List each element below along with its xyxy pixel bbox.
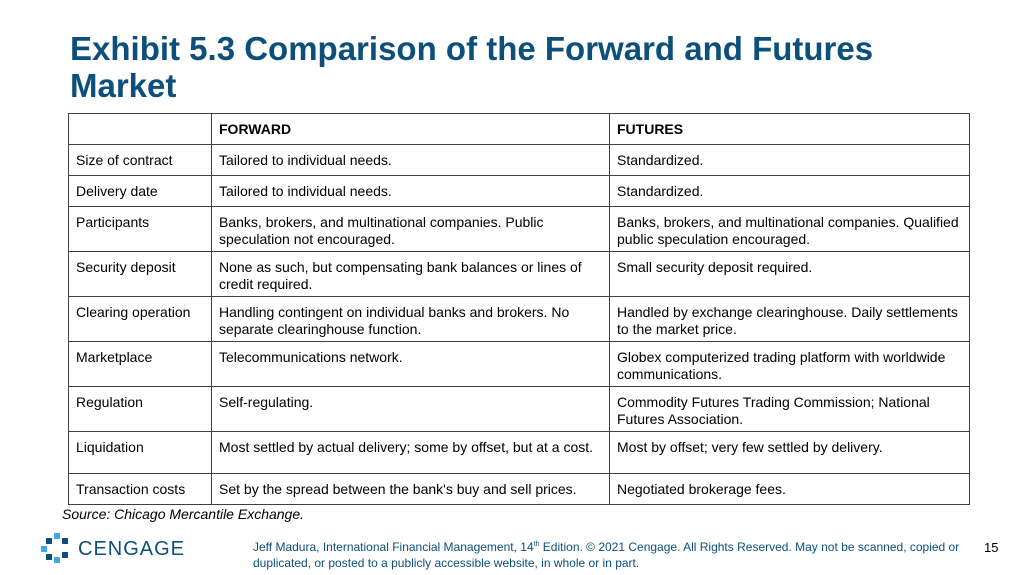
futures-cell: Small security deposit required.	[609, 251, 970, 297]
row-label: Clearing operation	[68, 296, 212, 342]
cengage-logo-icon	[41, 533, 68, 563]
row-label: Marketplace	[68, 341, 212, 387]
futures-cell: Handled by exchange clearinghouse. Daily…	[609, 296, 970, 342]
table-row: Marketplace Telecommunications network. …	[68, 341, 970, 387]
row-label: Liquidation	[68, 431, 212, 474]
forward-cell: Self-regulating.	[211, 386, 610, 432]
row-label: Participants	[68, 206, 212, 252]
table-row: Size of contract Tailored to individual …	[68, 144, 970, 176]
table-row: Transaction costs Set by the spread betw…	[68, 473, 970, 505]
futures-cell: Commodity Futures Trading Commission; Na…	[609, 386, 970, 432]
table-row: Security deposit None as such, but compe…	[68, 251, 970, 297]
table-header-row: FORWARD FUTURES	[68, 113, 970, 145]
copyright-text-rest: Edition. © 2021 Cengage. All Rights Rese…	[253, 540, 960, 570]
forward-cell: None as such, but compensating bank bala…	[211, 251, 610, 297]
futures-cell: Most by offset; very few settled by deli…	[609, 431, 970, 474]
table-row: Delivery date Tailored to individual nee…	[68, 175, 970, 207]
forward-cell: Telecommunications network.	[211, 341, 610, 387]
futures-cell: Globex computerized trading platform wit…	[609, 341, 970, 387]
header-cell: FORWARD	[211, 113, 610, 145]
logo-wordmark: CENGAGE	[78, 538, 186, 560]
row-label: Delivery date	[68, 175, 212, 207]
table-row: Regulation Self-regulating. Commodity Fu…	[68, 386, 970, 432]
row-label: Security deposit	[68, 251, 212, 297]
forward-cell: Tailored to individual needs.	[211, 144, 610, 176]
header-cell	[68, 113, 212, 145]
futures-cell: Negotiated brokerage fees.	[609, 473, 970, 505]
copyright-superscript: th	[533, 541, 540, 548]
forward-cell: Set by the spread between the bank's buy…	[211, 473, 610, 505]
row-label: Transaction costs	[68, 473, 212, 505]
comparison-table: FORWARD FUTURES Size of contract Tailore…	[68, 113, 970, 505]
cengage-logo: CENGAGE	[40, 532, 184, 564]
table-row: Participants Banks, brokers, and multina…	[68, 206, 970, 252]
page-number: 15	[984, 540, 999, 555]
futures-cell: Standardized.	[609, 144, 970, 176]
source-note: Source: Chicago Mercantile Exchange.	[62, 506, 305, 522]
futures-cell: Standardized.	[609, 175, 970, 207]
table-row: Liquidation Most settled by actual deliv…	[68, 431, 970, 474]
forward-cell: Banks, brokers, and multinational compan…	[211, 206, 610, 252]
forward-cell: Most settled by actual delivery; some by…	[211, 431, 610, 474]
forward-cell: Handling contingent on individual banks …	[211, 296, 610, 342]
header-cell: FUTURES	[609, 113, 970, 145]
row-label: Size of contract	[68, 144, 212, 176]
forward-cell: Tailored to individual needs.	[211, 175, 610, 207]
futures-cell: Banks, brokers, and multinational compan…	[609, 206, 970, 252]
table-row: Clearing operation Handling contingent o…	[68, 296, 970, 342]
copyright-notice: Jeff Madura, International Financial Man…	[253, 537, 963, 571]
row-label: Regulation	[68, 386, 212, 432]
copyright-text: Jeff Madura, International Financial Man…	[253, 540, 534, 554]
page-title: Exhibit 5.3 Comparison of the Forward an…	[70, 30, 874, 104]
